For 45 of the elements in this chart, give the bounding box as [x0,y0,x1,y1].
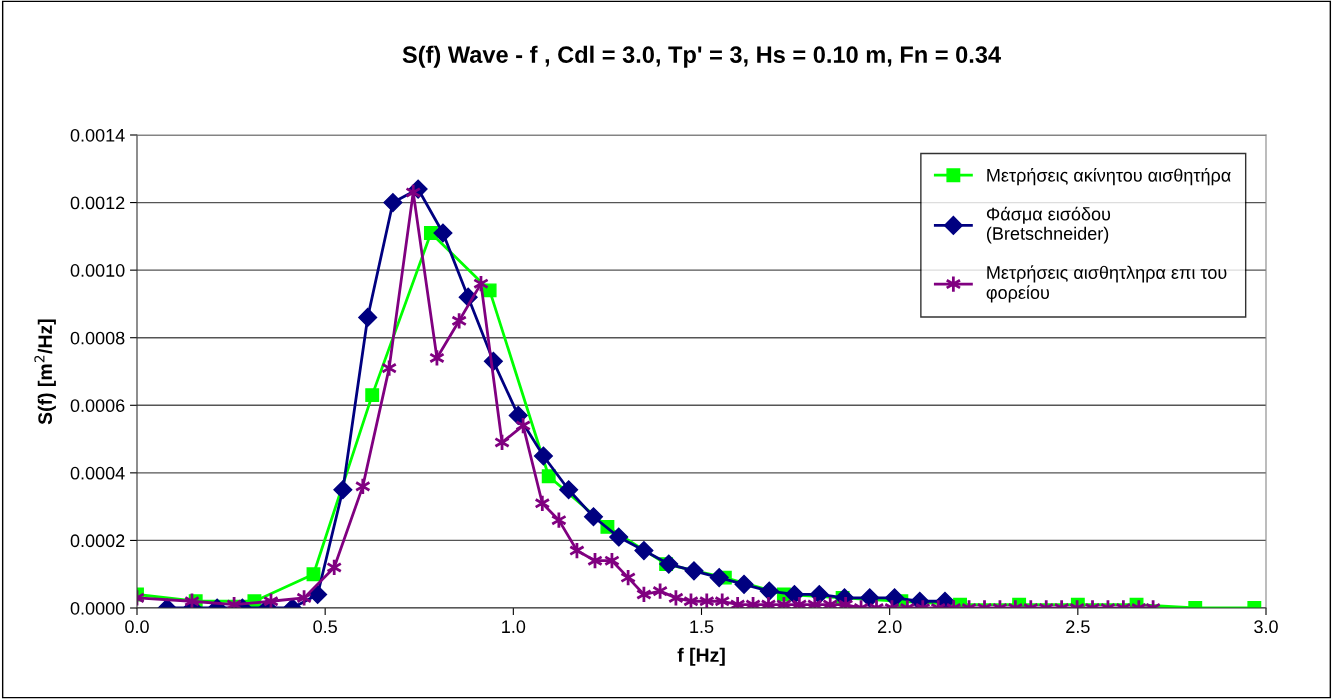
x-tick-label: 2.5 [1066,620,1090,634]
point [659,554,679,574]
point [684,561,704,581]
x-tick-label: 1.0 [502,620,526,634]
point [306,567,321,582]
y-tick-label: 0.0010 [70,264,125,277]
point [734,574,754,594]
point [698,592,715,608]
y-tick-label: 0.0014 [70,128,125,142]
y-tick-label: 0.0012 [70,196,125,210]
point [559,480,579,500]
point [709,568,729,588]
point [508,405,528,425]
point [433,223,453,243]
x-tick-label: 3.0 [1254,620,1278,634]
y-tick-label: 0.0008 [70,331,125,345]
point [714,592,731,608]
point [809,584,829,605]
point [383,193,403,213]
x-tick-label: 2.0 [878,620,902,634]
x-tick-label: 1.5 [690,620,714,634]
legend-label: Φάσμα εισόδου (Bretschneider) [986,206,1111,244]
point [759,581,779,601]
chart-title: S(f) Wave - f , Cdl = 3.0, Tp' = 3, Hs = 0.10 m, Fn = 0.34 [402,45,1001,68]
y-axis-title: S(f) [m$^{2}$/Hz] [34,319,56,425]
point [583,507,604,527]
x-tick-label: 0.0 [125,620,149,634]
point [423,226,438,240]
legend-label: Μετρήσεις ακίνητου αισθητήρα [987,167,1231,186]
point [860,588,880,608]
point [541,469,556,484]
x-tick-label: 0.5 [313,620,337,634]
y-tick-label: 0.0004 [70,466,125,480]
y-tick-label: 0.0006 [70,399,125,413]
x-axis-title: f [Hz] [677,647,725,666]
point [365,388,380,403]
point [358,307,378,327]
y-tick-label: 0.0000 [70,601,125,615]
point [634,541,654,561]
point [609,527,629,547]
legend-label: Μετρήσεις αισθητληρα επι του φορείου [986,265,1227,303]
y-tick-label: 0.0002 [70,534,125,548]
point [533,446,553,466]
point [333,480,353,500]
point [885,588,905,608]
